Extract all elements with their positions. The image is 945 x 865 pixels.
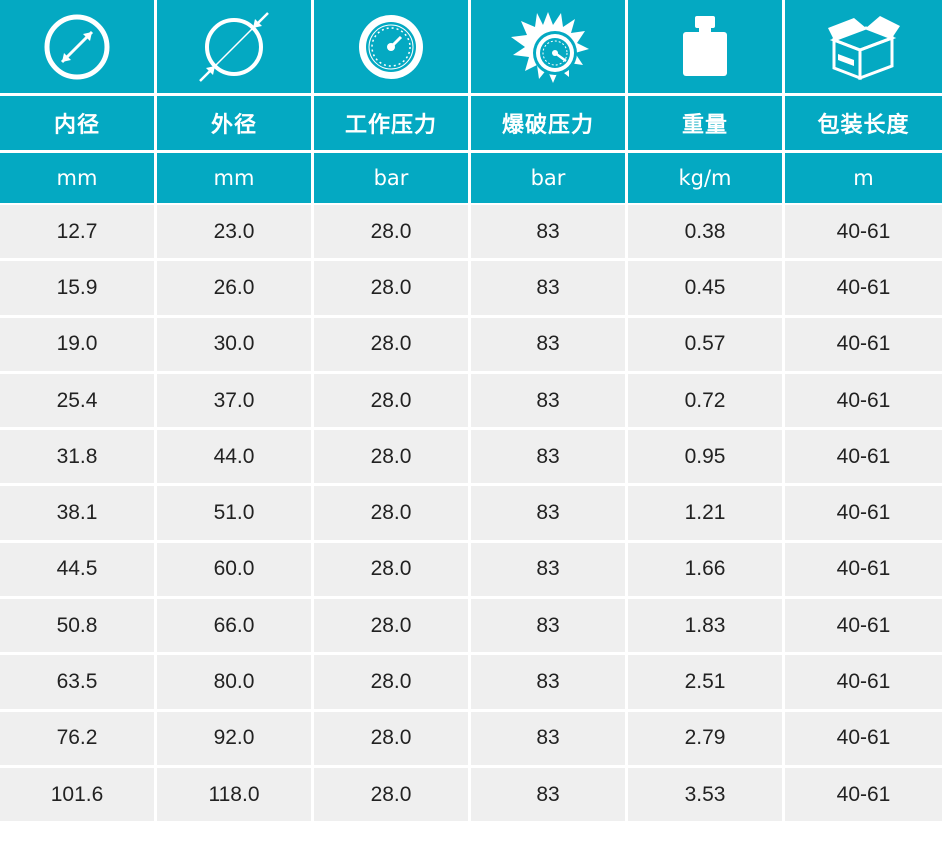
outer-diameter-icon [199, 11, 269, 82]
column-unit-burst-pressure: bar [471, 153, 628, 205]
column-title-outer-diameter: 外径 [157, 96, 314, 153]
table-cell: 83 [471, 599, 628, 656]
inner-diameter-icon [44, 14, 110, 79]
column-title-weight: 重量 [628, 96, 785, 153]
column-title-burst-pressure: 爆破压力 [471, 96, 628, 153]
table-cell: 40-61 [785, 205, 942, 262]
spec-table: 内径 外径 工作压力 爆破压力 重量 包装长度 mm mm bar bar kg… [0, 0, 942, 825]
column-unit-working-pressure: bar [314, 153, 471, 205]
table-cell: 40-61 [785, 430, 942, 487]
table-cell: 83 [471, 486, 628, 543]
burst-pressure-icon-cell [471, 0, 628, 96]
table-cell: 80.0 [157, 655, 314, 712]
table-cell: 40-61 [785, 373, 942, 431]
table-cell: 2.79 [628, 711, 785, 768]
inner-diameter-icon-cell [0, 0, 157, 96]
table-cell: 83 [471, 373, 628, 431]
table-cell: 3.53 [628, 767, 785, 825]
table-cell: 26.0 [157, 261, 314, 318]
table-cell: 15.9 [0, 261, 157, 318]
table-cell: 44.0 [157, 430, 314, 487]
table-cell: 25.4 [0, 373, 157, 431]
table-cell: 30.0 [157, 317, 314, 374]
table-cell: 0.45 [628, 261, 785, 318]
table-cell: 28.0 [314, 655, 471, 712]
table-cell: 28.0 [314, 261, 471, 318]
table-cell: 0.95 [628, 430, 785, 487]
table-cell: 40-61 [785, 542, 942, 600]
table-cell: 28.0 [314, 205, 471, 262]
table-cell: 28.0 [314, 486, 471, 543]
column-unit-weight: kg/m [628, 153, 785, 205]
table-cell: 40-61 [785, 317, 942, 374]
table-cell: 101.6 [0, 767, 157, 825]
table-cell: 28.0 [314, 767, 471, 825]
table-cell: 60.0 [157, 542, 314, 600]
column-title-working-pressure: 工作压力 [314, 96, 471, 153]
table-cell: 0.57 [628, 317, 785, 374]
table-cell: 1.83 [628, 599, 785, 656]
burst-pressure-icon [511, 11, 589, 83]
column-unit-inner-diameter: mm [0, 153, 157, 205]
table-cell: 83 [471, 711, 628, 768]
table-cell: 63.5 [0, 655, 157, 712]
table-cell: 0.38 [628, 205, 785, 262]
table-cell: 19.0 [0, 317, 157, 374]
table-cell: 83 [471, 767, 628, 825]
table-cell: 0.72 [628, 373, 785, 431]
table-cell: 1.66 [628, 542, 785, 600]
table-cell: 28.0 [314, 430, 471, 487]
table-cell: 83 [471, 317, 628, 374]
package-box-icon-cell [785, 0, 942, 96]
table-cell: 76.2 [0, 711, 157, 768]
table-cell: 1.21 [628, 486, 785, 543]
column-title-inner-diameter: 内径 [0, 96, 157, 153]
package-box-icon [827, 15, 900, 80]
table-cell: 83 [471, 430, 628, 487]
table-cell: 40-61 [785, 261, 942, 318]
table-cell: 40-61 [785, 655, 942, 712]
table-cell: 66.0 [157, 599, 314, 656]
pressure-gauge-icon-cell [314, 0, 471, 96]
pressure-gauge-icon [359, 14, 423, 79]
table-cell: 28.0 [314, 599, 471, 656]
column-unit-outer-diameter: mm [157, 153, 314, 205]
table-cell: 51.0 [157, 486, 314, 543]
table-cell: 28.0 [314, 373, 471, 431]
table-cell: 12.7 [0, 205, 157, 262]
table-cell: 92.0 [157, 711, 314, 768]
weight-icon [683, 15, 727, 76]
table-cell: 40-61 [785, 767, 942, 825]
table-cell: 31.8 [0, 430, 157, 487]
table-cell: 23.0 [157, 205, 314, 262]
table-cell: 44.5 [0, 542, 157, 600]
outer-diameter-icon-cell [157, 0, 314, 96]
table-cell: 40-61 [785, 711, 942, 768]
table-cell: 83 [471, 261, 628, 318]
table-cell: 40-61 [785, 599, 942, 656]
table-cell: 40-61 [785, 486, 942, 543]
table-cell: 28.0 [314, 317, 471, 374]
table-cell: 118.0 [157, 767, 314, 825]
table-cell: 83 [471, 205, 628, 262]
table-cell: 28.0 [314, 542, 471, 600]
table-cell: 28.0 [314, 711, 471, 768]
table-cell: 83 [471, 542, 628, 600]
table-cell: 2.51 [628, 655, 785, 712]
table-cell: 50.8 [0, 599, 157, 656]
table-cell: 83 [471, 655, 628, 712]
table-cell: 38.1 [0, 486, 157, 543]
weight-icon-cell [628, 0, 785, 96]
column-unit-package-length: m [785, 153, 942, 205]
column-title-package-length: 包装长度 [785, 96, 942, 153]
table-cell: 37.0 [157, 373, 314, 431]
